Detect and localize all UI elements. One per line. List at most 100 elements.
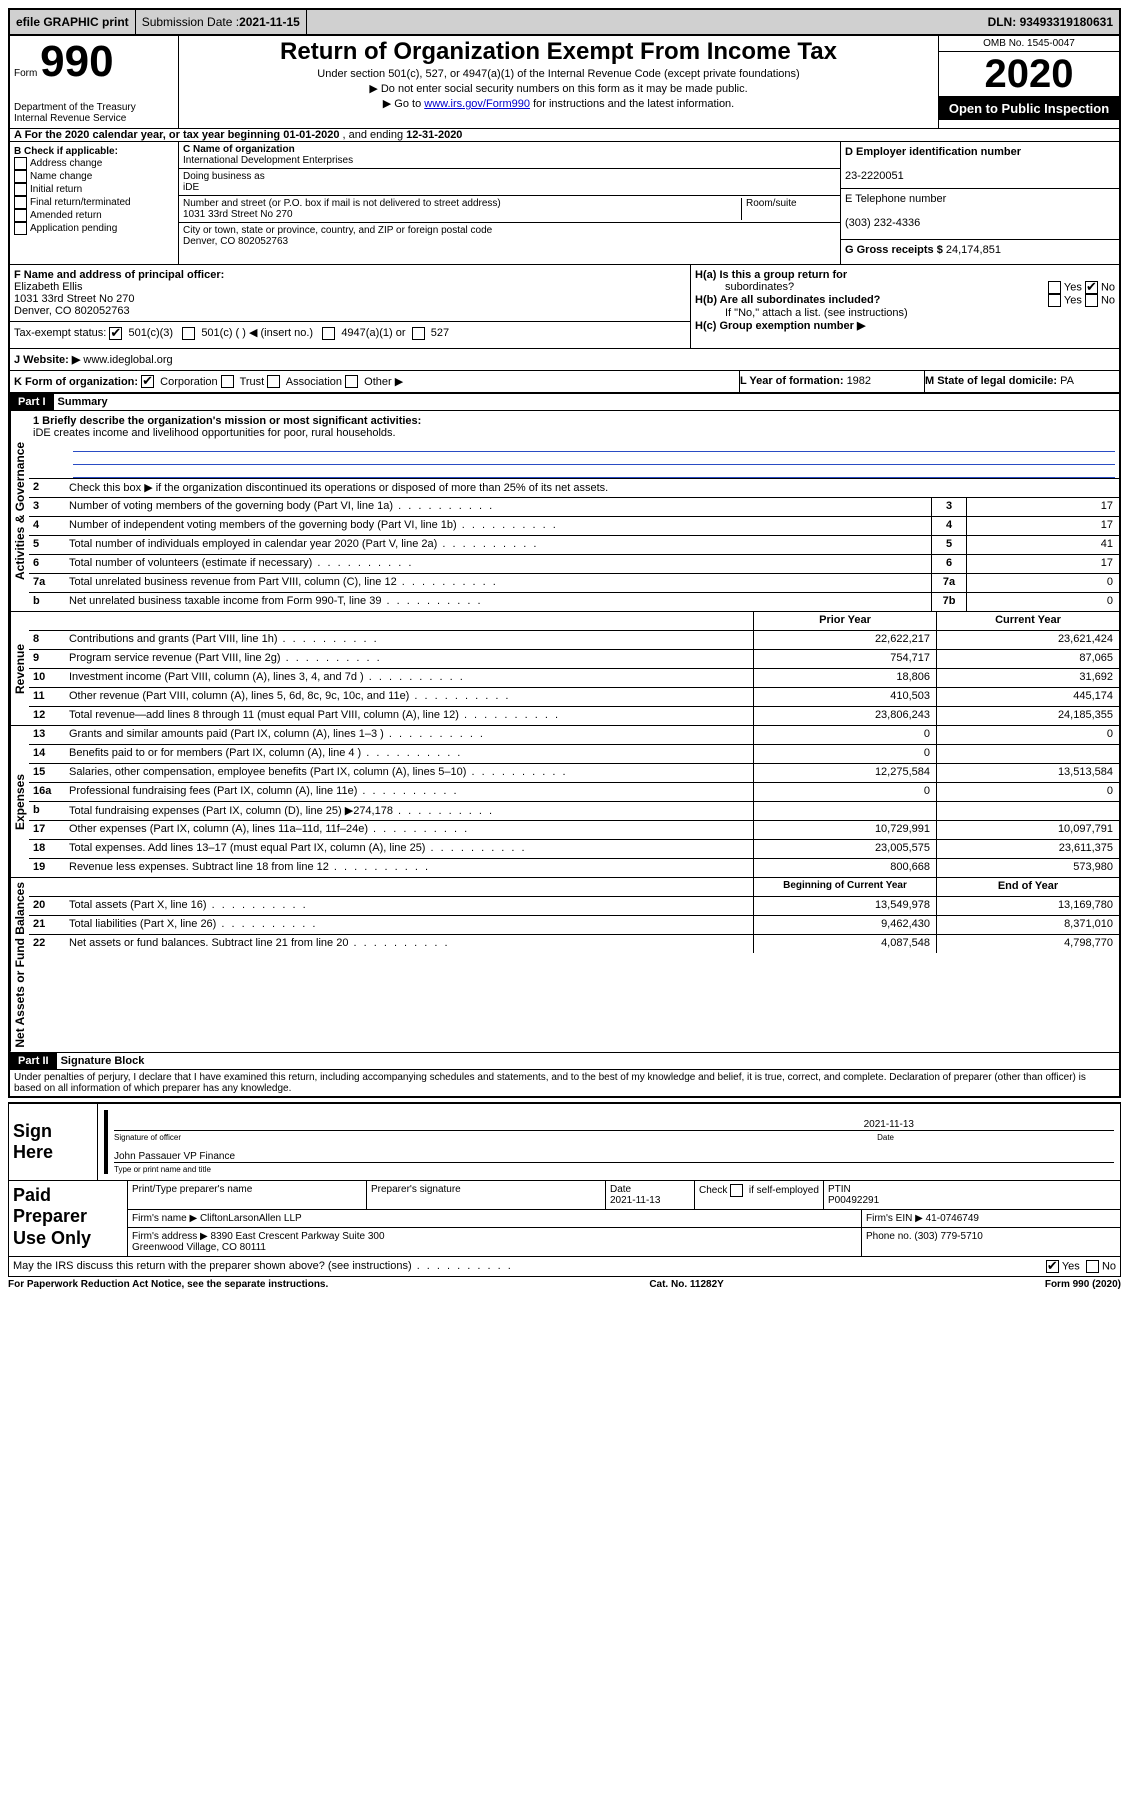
firm-name: CliftonLarsonAllen LLP <box>200 1213 302 1224</box>
subtitle-2: ▶ Do not enter social security numbers o… <box>181 82 936 95</box>
checkbox-other[interactable] <box>345 375 358 388</box>
firm-ein: 41-0746749 <box>926 1213 979 1224</box>
checkbox-amended[interactable] <box>14 209 27 222</box>
page-footer: For Paperwork Reduction Act Notice, see … <box>8 1277 1121 1292</box>
city-state-zip: Denver, CO 802052763 <box>183 236 288 247</box>
summary-line: bTotal fundraising expenses (Part IX, co… <box>29 801 1119 820</box>
subtitle-1: Under section 501(c), 527, or 4947(a)(1)… <box>181 68 936 80</box>
topbar: efile GRAPHIC print Submission Date : 20… <box>8 8 1121 36</box>
form-word: Form <box>14 68 37 79</box>
summary-line: 6Total number of volunteers (estimate if… <box>29 554 1119 573</box>
summary-line: 21Total liabilities (Part X, line 26)9,4… <box>29 915 1119 934</box>
summary-line: 13Grants and similar amounts paid (Part … <box>29 726 1119 744</box>
ptin: P00492291 <box>828 1195 879 1206</box>
officer-name-title: John Passauer VP Finance <box>114 1151 235 1162</box>
tax-year: 2020 <box>939 52 1119 97</box>
checkbox-corp[interactable] <box>141 375 154 388</box>
summary-line: 3Number of voting members of the governi… <box>29 497 1119 516</box>
summary-line: 14Benefits paid to or for members (Part … <box>29 744 1119 763</box>
section-d: D Employer identification number 23-2220… <box>841 142 1119 264</box>
checkbox-hb-no[interactable] <box>1085 294 1098 307</box>
checkbox-hb-yes[interactable] <box>1048 294 1061 307</box>
submission-date: Submission Date : 2021-11-15 <box>136 10 307 34</box>
year-formation: 1982 <box>847 375 871 387</box>
website: www.ideglobal.org <box>83 354 172 366</box>
dept-label: Department of the Treasury Internal Reve… <box>14 102 174 124</box>
summary-line: 10Investment income (Part VIII, column (… <box>29 668 1119 687</box>
checkbox-501c3[interactable] <box>109 327 122 340</box>
gross-receipts: 24,174,851 <box>946 244 1001 256</box>
checkbox-initial-return[interactable] <box>14 183 27 196</box>
governance-block: Activities & Governance 1 Briefly descri… <box>10 411 1119 612</box>
section-a: A For the 2020 calendar year, or tax yea… <box>10 129 1119 142</box>
omb-number: OMB No. 1545-0047 <box>939 36 1119 52</box>
summary-line: 18Total expenses. Add lines 13–17 (must … <box>29 839 1119 858</box>
section-j: J Website: ▶ www.ideglobal.org <box>10 349 1119 371</box>
netassets-block: Net Assets or Fund Balances Beginning of… <box>10 878 1119 1052</box>
efile-label: efile GRAPHIC print <box>10 10 136 34</box>
dba: iDE <box>183 182 199 193</box>
entity-row: B Check if applicable: Address change Na… <box>10 142 1119 265</box>
summary-line: 16aProfessional fundraising fees (Part I… <box>29 782 1119 801</box>
checkbox-self-employed[interactable] <box>730 1184 743 1197</box>
part1-header: Part I Summary <box>10 393 1119 411</box>
side-revenue: Revenue <box>10 612 29 725</box>
side-netassets: Net Assets or Fund Balances <box>10 878 29 1052</box>
section-b: B Check if applicable: Address change Na… <box>10 142 179 264</box>
form-header: Form 990 Department of the Treasury Inte… <box>10 36 1119 129</box>
section-klm: K Form of organization: Corporation Trus… <box>10 371 1119 394</box>
summary-line: 5Total number of individuals employed in… <box>29 535 1119 554</box>
firm-phone: (303) 779-5710 <box>914 1231 982 1242</box>
checkbox-ha-yes[interactable] <box>1048 281 1061 294</box>
dln: DLN: 93493319180631 <box>982 10 1119 34</box>
org-name: International Development Enterprises <box>183 155 353 166</box>
street-address: 1031 33rd Street No 270 <box>183 209 293 220</box>
checkbox-final-return[interactable] <box>14 196 27 209</box>
telephone: (303) 232-4336 <box>845 217 920 229</box>
checkbox-527[interactable] <box>412 327 425 340</box>
paid-preparer-block: Paid Preparer Use Only Print/Type prepar… <box>8 1181 1121 1257</box>
summary-line: 19Revenue less expenses. Subtract line 1… <box>29 858 1119 877</box>
summary-line: 12Total revenue—add lines 8 through 11 (… <box>29 706 1119 725</box>
summary-line: 11Other revenue (Part VIII, column (A), … <box>29 687 1119 706</box>
summary-line: bNet unrelated business taxable income f… <box>29 592 1119 611</box>
summary-line: 22Net assets or fund balances. Subtract … <box>29 934 1119 953</box>
subtitle-3: ▶ Go to www.irs.gov/Form990 for instruct… <box>181 97 936 110</box>
open-inspection: Open to Public Inspection <box>939 97 1119 120</box>
checkbox-501c[interactable] <box>182 327 195 340</box>
checkbox-trust[interactable] <box>221 375 234 388</box>
checkbox-app-pending[interactable] <box>14 222 27 235</box>
summary-line: 8Contributions and grants (Part VIII, li… <box>29 630 1119 649</box>
checkbox-name-change[interactable] <box>14 170 27 183</box>
checkbox-4947[interactable] <box>322 327 335 340</box>
room-suite-label: Room/suite <box>742 198 836 220</box>
checkbox-address-change[interactable] <box>14 157 27 170</box>
summary-line: 4Number of independent voting members of… <box>29 516 1119 535</box>
mission-text: iDE creates income and livelihood opport… <box>33 427 396 439</box>
sign-here-block: Sign Here 2021-11-13 Signature of office… <box>8 1102 1121 1181</box>
discuss-row: May the IRS discuss this return with the… <box>8 1257 1121 1277</box>
side-governance: Activities & Governance <box>10 411 29 611</box>
summary-line: 15Salaries, other compensation, employee… <box>29 763 1119 782</box>
officer-name: Elizabeth Ellis <box>14 281 82 293</box>
checkbox-discuss-yes[interactable] <box>1046 1260 1059 1273</box>
form-number: 990 <box>40 37 113 86</box>
section-fgh: F Name and address of principal officer:… <box>10 265 1119 349</box>
page: efile GRAPHIC print Submission Date : 20… <box>0 0 1129 1300</box>
revenue-block: Revenue Prior Year Current Year 8Contrib… <box>10 612 1119 726</box>
side-expenses: Expenses <box>10 726 29 877</box>
paid-preparer-label: Paid Preparer Use Only <box>9 1181 128 1256</box>
part2-header: Part II Signature Block <box>10 1052 1119 1070</box>
checkbox-assoc[interactable] <box>267 375 280 388</box>
summary-line: 9Program service revenue (Part VIII, lin… <box>29 649 1119 668</box>
checkbox-ha-no[interactable] <box>1085 281 1098 294</box>
sign-here-label: Sign Here <box>9 1104 98 1180</box>
irs-link[interactable]: www.irs.gov/Form990 <box>424 98 530 110</box>
section-c: C Name of organization International Dev… <box>179 142 841 264</box>
summary-line: 7aTotal unrelated business revenue from … <box>29 573 1119 592</box>
checkbox-discuss-no[interactable] <box>1086 1260 1099 1273</box>
ein: 23-2220051 <box>845 170 904 182</box>
sign-date: 2021-11-13 <box>864 1119 1114 1130</box>
summary-line: 20Total assets (Part X, line 16)13,549,9… <box>29 896 1119 915</box>
prep-date: 2021-11-13 <box>610 1195 660 1206</box>
